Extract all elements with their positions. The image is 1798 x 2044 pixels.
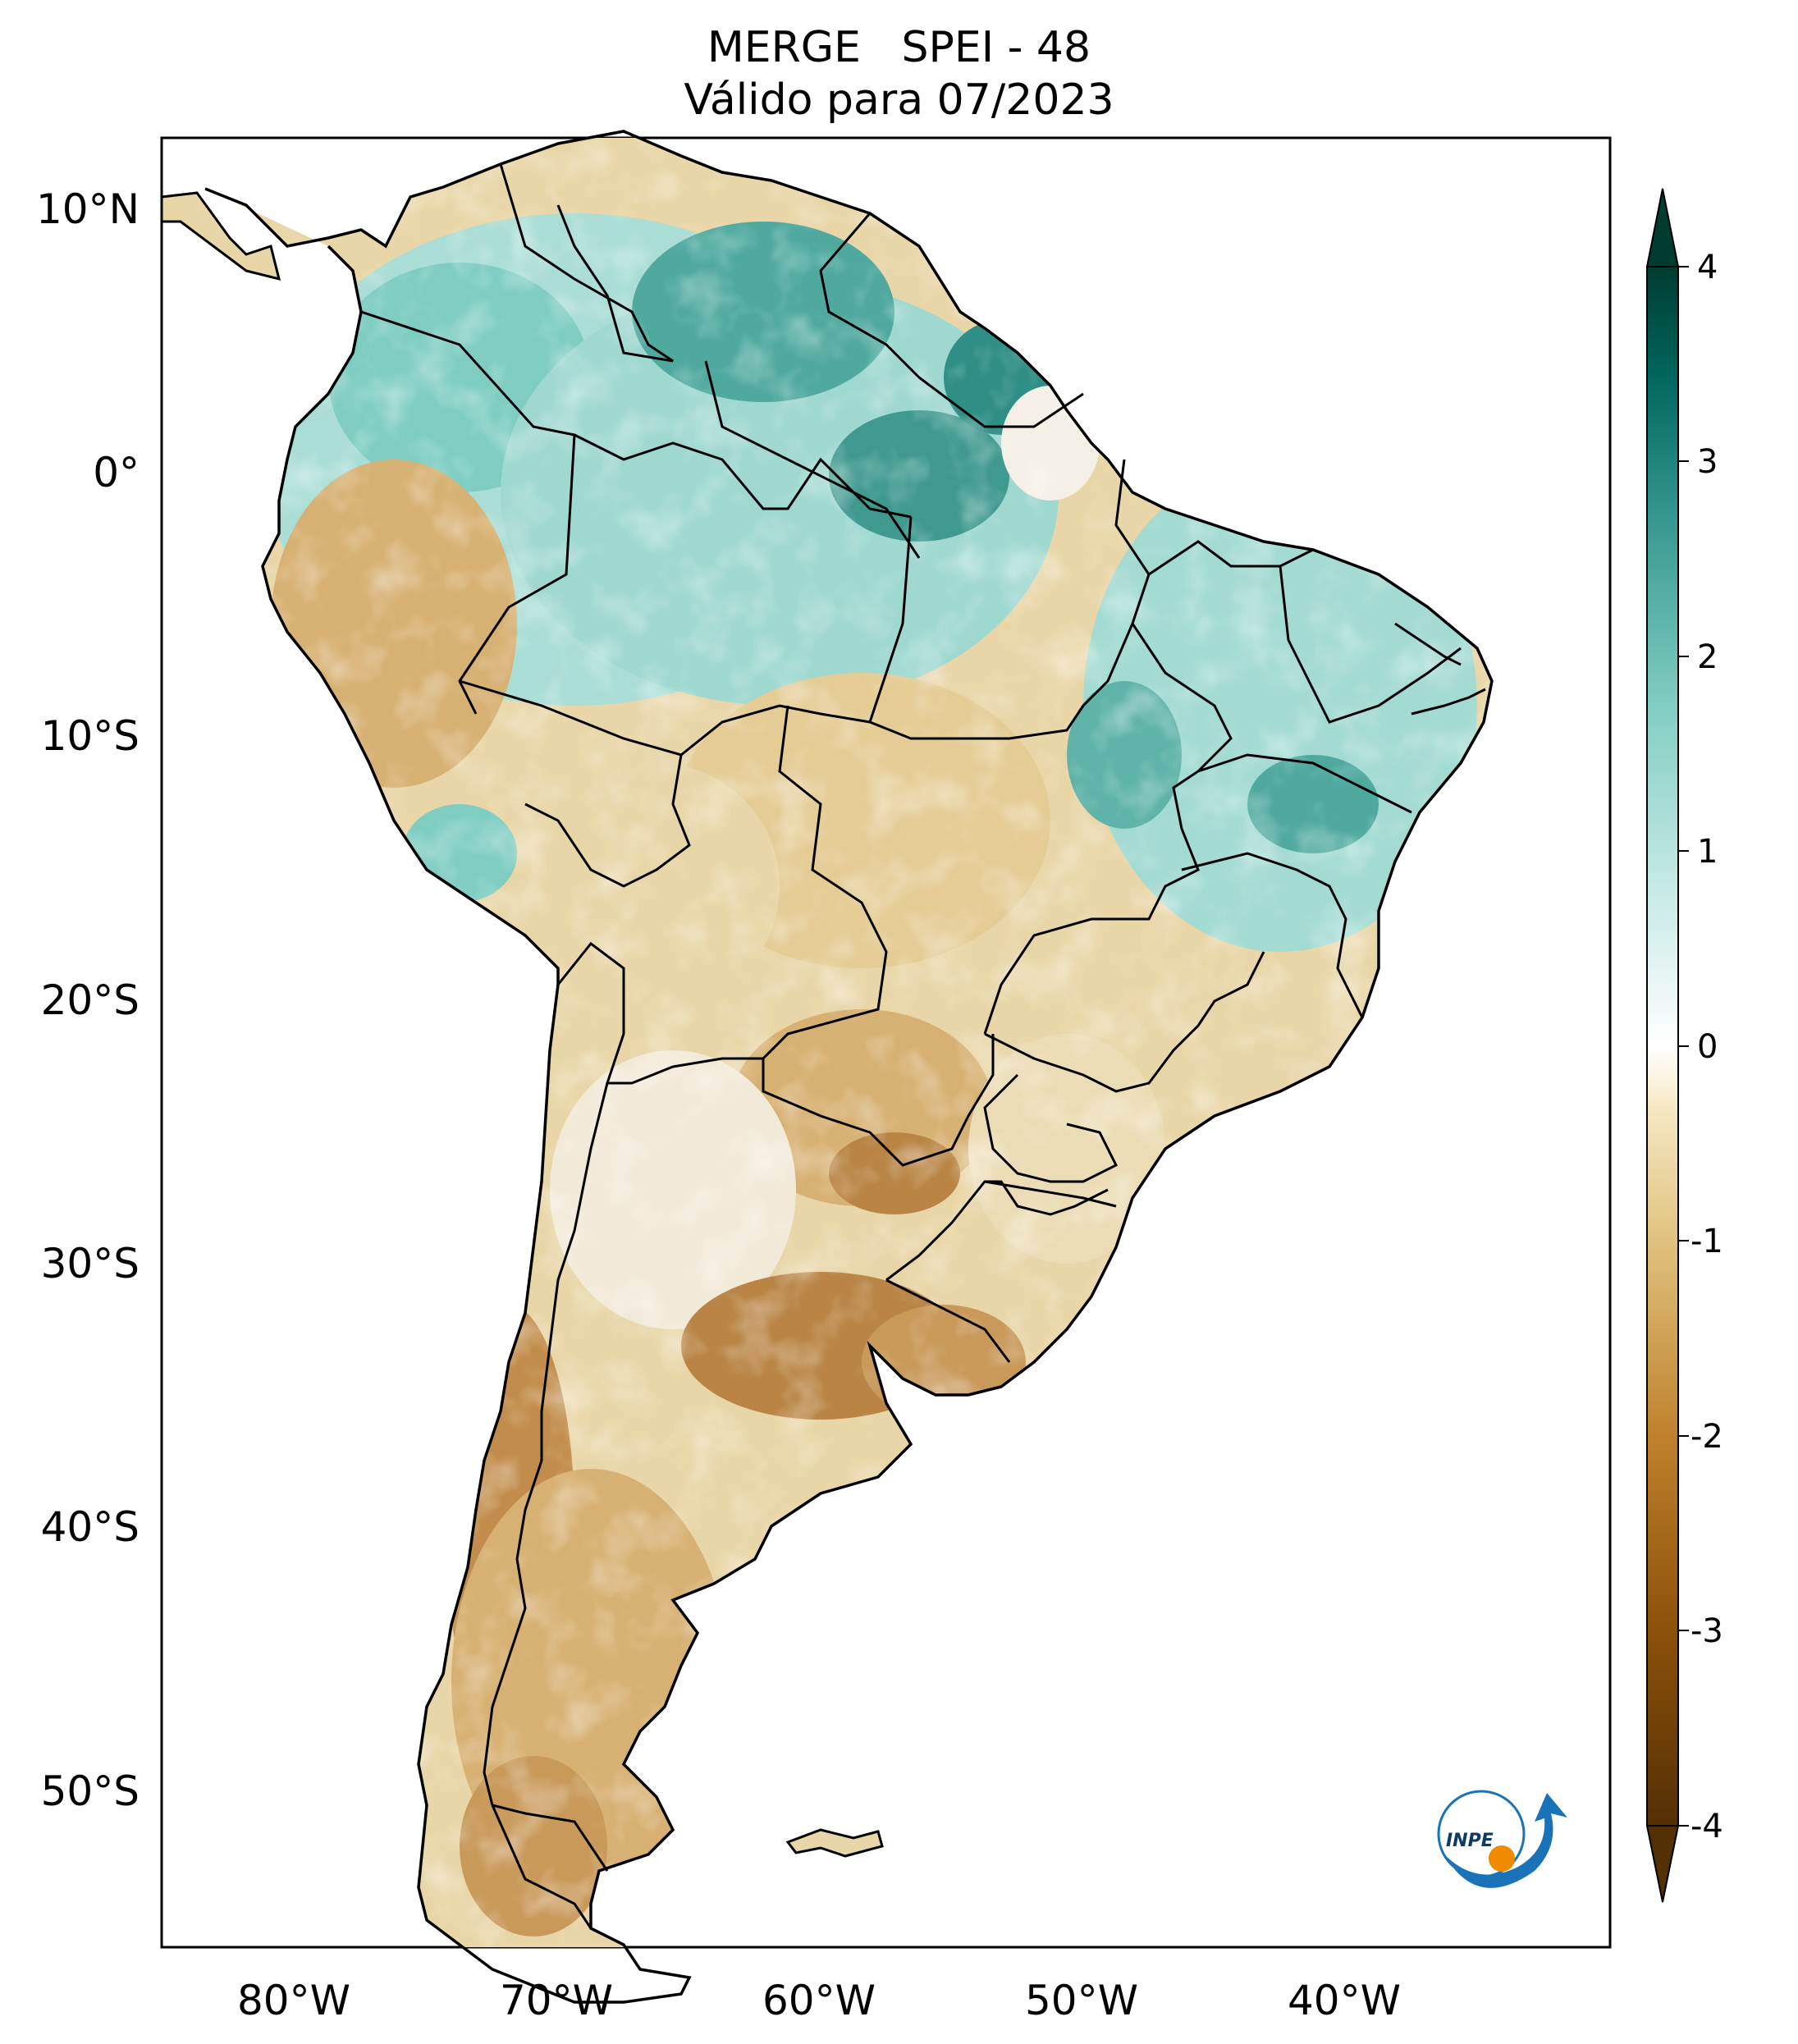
colorbar-tick-label: -1 (1690, 1223, 1723, 1260)
lon-axis: 80°W 70°W 60°W 50°W 40°W (237, 1977, 1401, 2024)
lat-axis: 10°N 0° 10°S 20°S 30°S 40°S 50°S (36, 185, 140, 1815)
lat-tick-label: 30°S (41, 1240, 140, 1287)
colorbar-tick-label: 1 (1697, 833, 1718, 871)
lat-tick-label: 10°S (41, 712, 140, 760)
lon-tick-label: 40°W (1288, 1977, 1401, 2024)
colorbar-tick-label: 2 (1697, 638, 1718, 676)
lon-tick-label: 60°W (762, 1977, 876, 2024)
map-title-line2: Válido para 07/2023 (684, 75, 1114, 125)
colorbar-tick-label: 0 (1697, 1028, 1718, 1066)
colorbar-bottom-arrow (1645, 1825, 1680, 1903)
colorbar-tick-label: -4 (1690, 1808, 1723, 1845)
colorbar-tick-label: -2 (1690, 1418, 1723, 1456)
colorbar-tick-label: -3 (1690, 1612, 1723, 1650)
lon-tick-label: 50°W (1025, 1977, 1138, 2024)
map-title-line1: MERGE SPEI - 48 (707, 23, 1091, 72)
lat-tick-label: 10°N (36, 185, 140, 233)
colorbar-tick-label: 3 (1697, 443, 1718, 481)
logo-text: INPE (1446, 1831, 1494, 1851)
colorbar: 4 3 2 1 0 -1 -2 -3 -4 (1645, 188, 1723, 1903)
colorbar-top-arrow (1645, 188, 1680, 268)
logo-dot (1489, 1845, 1515, 1872)
colorbar-ticks (1678, 266, 1689, 1827)
colorbar-tick-label: 4 (1697, 249, 1718, 286)
borders (360, 163, 1486, 1929)
inpe-logo: INPE (1437, 1790, 1567, 1888)
logo-swoosh (1444, 1793, 1567, 1888)
central-america (160, 191, 281, 281)
lon-tick-label: 80°W (237, 1977, 350, 2024)
falkland-islands (785, 1828, 884, 1858)
lat-tick-label: 40°S (41, 1503, 140, 1551)
lat-tick-label: 20°S (41, 976, 140, 1024)
lat-tick-label: 50°S (41, 1767, 140, 1815)
lon-tick-label: 70°W (500, 1977, 613, 2024)
colorbar-body (1646, 266, 1679, 1827)
lat-tick-label: 0° (93, 449, 140, 496)
